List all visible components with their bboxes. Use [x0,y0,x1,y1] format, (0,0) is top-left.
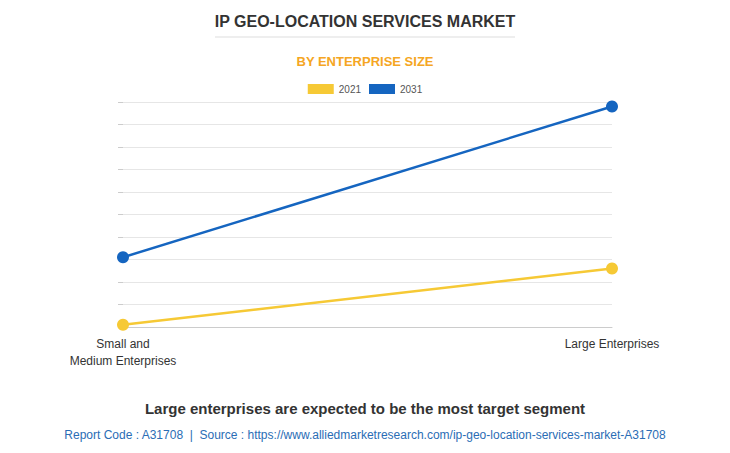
svg-text:Medium Enterprises: Medium Enterprises [70,354,177,368]
svg-text:Large Enterprises: Large Enterprises [565,337,660,351]
svg-text:Large enterprises are expected: Large enterprises are expected to be the… [145,400,585,417]
svg-text:Report Code : A31708 | Sourc: Report Code : A31708 | Source : https://… [64,428,666,442]
svg-text:IP GEO-LOCATION SERVICES MARKE: IP GEO-LOCATION SERVICES MARKET [215,13,516,30]
svg-text:2021: 2021 [339,84,362,95]
svg-text:BY ENTERPRISE SIZE: BY ENTERPRISE SIZE [296,54,433,69]
svg-text:Small and: Small and [96,337,149,351]
svg-text:2031: 2031 [400,84,423,95]
